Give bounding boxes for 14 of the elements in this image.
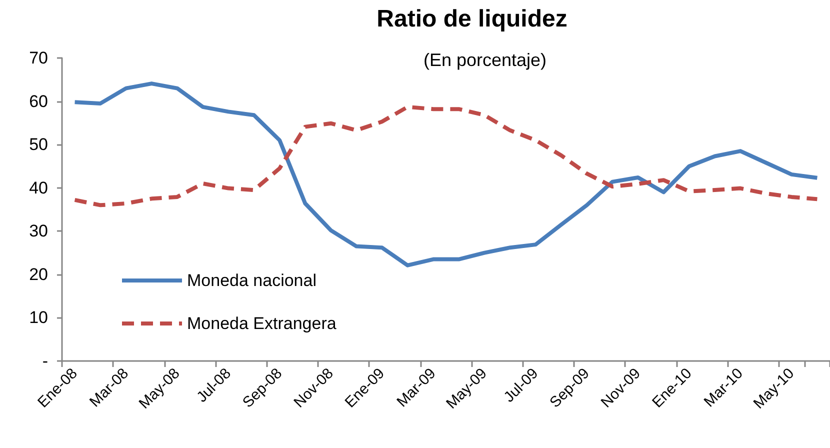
chart-subtitle: (En porcentaje) [423,50,547,70]
y-tick-label: 60 [29,92,48,111]
y-tick-label: 50 [29,135,48,154]
y-tick-label: 10 [29,308,48,328]
legend-label: Moneda Extrangera [187,314,337,333]
y-tick-label: 40 [29,178,48,198]
y-tick-label: 20 [29,264,48,284]
y-tick-label: 70 [29,48,48,68]
y-tick-label: - [42,352,48,370]
line-series [72,104,820,208]
chart-title: Ratio de liquidez [376,6,568,32]
y-tick-label: 30 [29,222,48,241]
line-series [72,82,820,268]
legend-label: Moneda nacional [187,271,316,290]
